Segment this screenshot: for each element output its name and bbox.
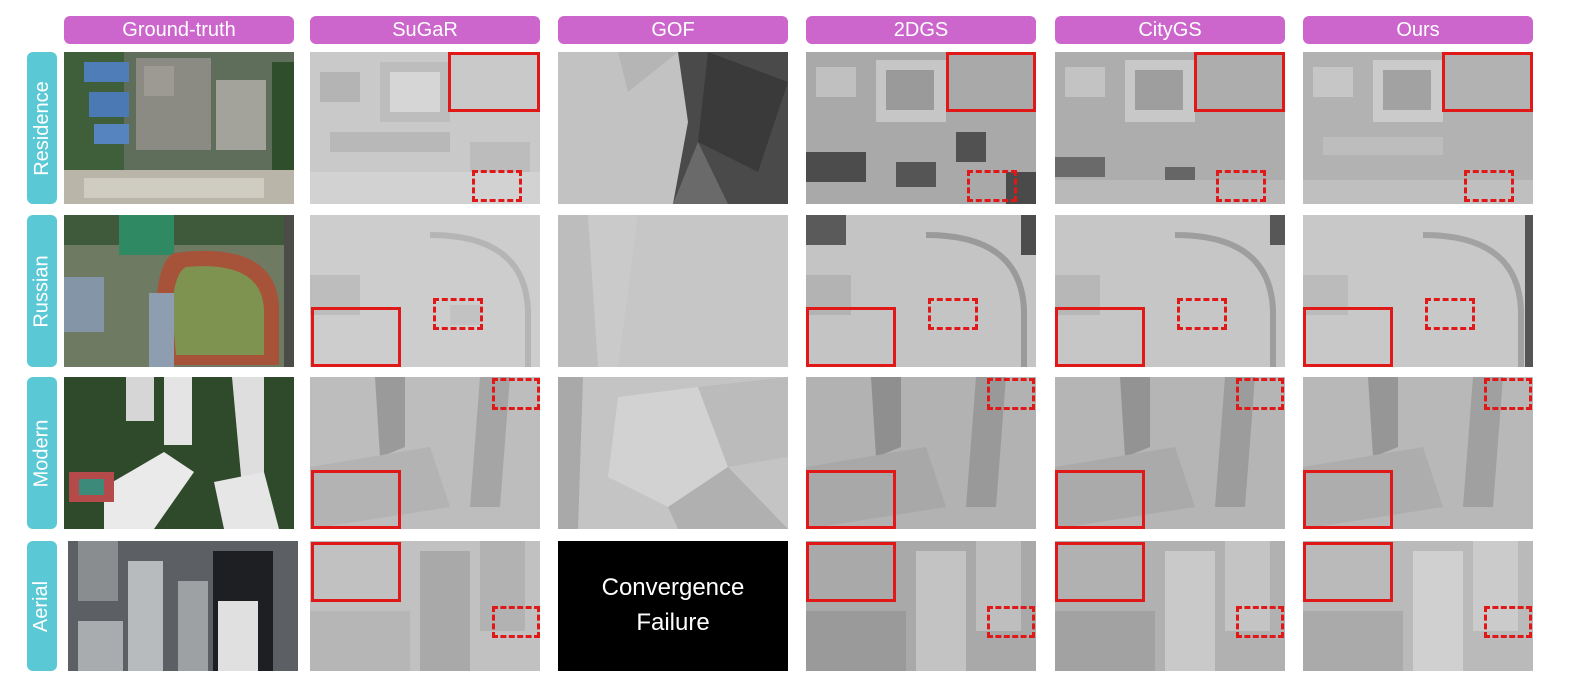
zoom-inset-box xyxy=(946,52,1036,112)
zoom-inset-box xyxy=(1303,542,1393,602)
source-region-box xyxy=(1236,378,1284,410)
image-modern-ours xyxy=(1303,377,1533,529)
source-region-box xyxy=(492,606,540,638)
column-header-ours: Ours xyxy=(1303,16,1533,44)
image-residence-citygs xyxy=(1055,52,1285,204)
source-region-box xyxy=(492,378,540,410)
column-header-ground-truth: Ground-truth xyxy=(64,16,294,44)
zoom-inset-box xyxy=(448,52,540,112)
column-header-gof: GOF xyxy=(558,16,788,44)
image-residence-sugar xyxy=(310,52,540,204)
source-region-box xyxy=(1177,298,1227,330)
row-label-aerial: Aerial xyxy=(27,541,57,671)
image-aerial-2dgs xyxy=(806,541,1036,671)
image-modern-ground-truth xyxy=(64,377,294,529)
column-header-sugar: SuGaR xyxy=(310,16,540,44)
source-region-box xyxy=(987,606,1035,638)
image-russian-2dgs xyxy=(806,215,1036,367)
row-label-text: Modern xyxy=(30,419,53,487)
zoom-inset-box xyxy=(311,470,401,529)
zoom-inset-box xyxy=(1442,52,1533,112)
image-residence-gof xyxy=(558,52,788,204)
row-label-residence: Residence xyxy=(27,52,57,204)
source-region-box xyxy=(987,378,1035,410)
source-region-box xyxy=(1484,378,1532,410)
failure-text-line1: Convergence xyxy=(601,574,745,602)
column-header-2dgs: 2DGS xyxy=(806,16,1036,44)
zoom-inset-box xyxy=(806,470,896,529)
column-header-citygs: CityGS xyxy=(1055,16,1285,44)
source-region-box xyxy=(928,298,978,330)
image-russian-sugar xyxy=(310,215,540,367)
source-region-box xyxy=(472,170,522,202)
source-region-box xyxy=(967,170,1017,202)
row-label-russian: Russian xyxy=(27,215,57,367)
zoom-inset-box xyxy=(1055,542,1145,602)
image-russian-ground-truth xyxy=(64,215,294,367)
zoom-inset-box xyxy=(1303,307,1393,367)
zoom-inset-box xyxy=(311,307,401,367)
image-russian-citygs xyxy=(1055,215,1285,367)
source-region-box xyxy=(1425,298,1475,330)
row-label-text: Residence xyxy=(30,80,53,176)
image-residence-ours xyxy=(1303,52,1533,204)
convergence-failure-panel: Convergence Failure xyxy=(558,541,788,671)
row-label-text: Aerial xyxy=(30,580,53,632)
image-residence-ground-truth xyxy=(64,52,294,204)
row-label-text: Russian xyxy=(30,254,53,328)
zoom-inset-box xyxy=(311,542,401,602)
row-label-modern: Modern xyxy=(27,377,57,529)
source-region-box xyxy=(1236,606,1284,638)
image-russian-gof xyxy=(558,215,788,367)
source-region-box xyxy=(433,298,483,330)
image-residence-2dgs xyxy=(806,52,1036,204)
zoom-inset-box xyxy=(1055,470,1145,529)
zoom-inset-box xyxy=(1055,307,1145,367)
source-region-box xyxy=(1464,170,1514,202)
image-modern-sugar xyxy=(310,377,540,529)
zoom-inset-box xyxy=(806,307,896,367)
image-modern-gof xyxy=(558,377,788,529)
image-aerial-ground-truth xyxy=(68,541,298,671)
failure-text-line2: Failure xyxy=(636,609,710,636)
zoom-inset-box xyxy=(806,542,896,602)
source-region-box xyxy=(1484,606,1532,638)
zoom-inset-box xyxy=(1194,52,1285,112)
zoom-inset-box xyxy=(1303,470,1393,529)
source-region-box xyxy=(1216,170,1266,202)
